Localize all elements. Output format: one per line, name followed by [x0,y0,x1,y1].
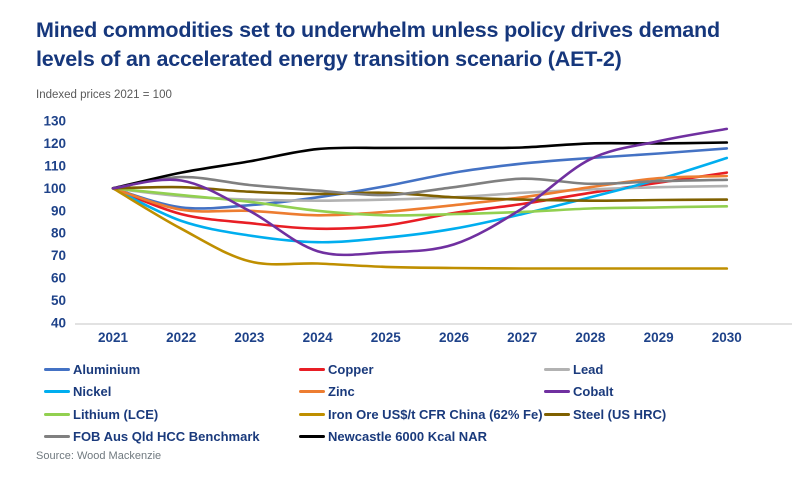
x-axis-tick-2028: 2028 [575,330,606,345]
legend-item-newcastle-6000-kcal-nar: Newcastle 6000 Kcal NAR [299,429,544,444]
x-axis-tick-2029: 2029 [644,330,674,345]
line-nickel [111,156,729,244]
legend-swatch-aluminium [44,367,70,371]
legend-swatch-iron-ore-us-t-cfr-china-62-fe [299,412,325,416]
legend-label-lead: Lead [573,361,604,377]
legend-item-steel-us-hrc: Steel (US HRC) [544,406,784,422]
line-cobalt [111,127,729,257]
chart-subtitle: Indexed prices 2021 = 100 [36,89,172,101]
y-axis-tick-130: 130 [43,114,66,129]
line-iron-ore-us-t-cfr-china-62-fe [111,187,729,270]
legend-label-zinc: Zinc [328,384,355,399]
line-lithium-lce [111,187,729,217]
legend-swatch-fob-aus-qld-hcc-benchmark [44,435,70,438]
legend-item-zinc: Zinc [299,384,544,399]
legend-label-cobalt: Cobalt [573,384,614,399]
x-axis-tick-2023: 2023 [234,330,265,345]
y-axis-tick-110: 110 [44,158,66,173]
chart-legend: Aluminium Copper Lead Nickel Zinc Cobalt Lithi… [44,362,784,444]
x-axis-tick-2030: 2030 [712,330,742,345]
legend-swatch-lithium-lce [44,412,70,416]
x-axis-tick-2027: 2027 [507,330,537,345]
legend-label-lithium-lce: Lithium (LCE) [73,406,159,422]
legend-swatch-steel-us-hrc [544,412,570,416]
x-axis-tick-2026: 2026 [439,330,470,345]
y-axis-tick-120: 120 [43,136,66,151]
page-title-line2: levels of an accelerated energy transiti… [36,47,622,71]
y-axis-tick-90: 90 [51,203,66,218]
legend-label-newcastle-6000-kcal-nar: Newcastle 6000 Kcal NAR [328,429,487,444]
legend-item-aluminium: Aluminium [44,361,299,377]
y-axis-tick-40: 40 [51,316,66,331]
legend-item-lead: Lead [544,361,784,377]
legend-swatch-cobalt [544,390,570,393]
legend-swatch-zinc [299,390,325,393]
legend-label-iron-ore-us-t-cfr-china-62-fe: Iron Ore US$/t CFR China (62% Fe) [328,406,543,422]
legend-item-copper: Copper [299,361,544,377]
line-fob-aus-qld-hcc-benchmark [111,175,729,197]
legend-label-nickel: Nickel [73,384,112,399]
y-axis-tick-60: 60 [51,271,66,286]
legend-item-fob-aus-qld-hcc-benchmark: FOB Aus Qld HCC Benchmark [44,429,299,444]
legend-label-aluminium: Aluminium [73,361,141,377]
page-title: Mined commodities set to underwhelm unle… [36,16,786,74]
legend-label-copper: Copper [328,361,374,377]
line-steel-us-hrc [111,185,729,203]
y-axis-tick-100: 100 [43,181,66,196]
x-axis-tick-2025: 2025 [371,330,402,345]
y-axis-tick-70: 70 [51,248,66,263]
legend-label-steel-us-hrc: Steel (US HRC) [573,406,667,422]
legend-swatch-nickel [44,390,70,393]
source-note: Source: Wood Mackenzie [36,450,162,462]
legend-item-cobalt: Cobalt [544,384,784,399]
legend-swatch-lead [544,367,570,371]
page-title-line1: Mined commodities set to underwhelm unle… [36,18,720,42]
x-axis-tick-2024: 2024 [303,330,334,345]
legend-item-nickel: Nickel [44,384,299,399]
legend-swatch-newcastle-6000-kcal-nar [299,435,325,438]
commodity-price-chart: 130 120 110 100 90 80 70 60 50 40 2021 2022 2023 2024… [43,114,792,345]
x-axis-tick-2022: 2022 [166,330,196,345]
line-aluminium [111,147,729,210]
legend-item-iron-ore-us-t-cfr-china-62-fe: Iron Ore US$/t CFR China (62% Fe) [299,406,544,422]
line-newcastle-6000-kcal-nar [111,141,729,190]
y-axis-tick-80: 80 [51,226,66,241]
y-axis-tick-50: 50 [51,293,66,308]
legend-item-lithium-lce: Lithium (LCE) [44,406,299,422]
legend-swatch-copper [299,367,325,371]
x-axis-tick-2021: 2021 [98,330,129,345]
legend-label-fob-aus-qld-hcc-benchmark: FOB Aus Qld HCC Benchmark [73,429,260,444]
